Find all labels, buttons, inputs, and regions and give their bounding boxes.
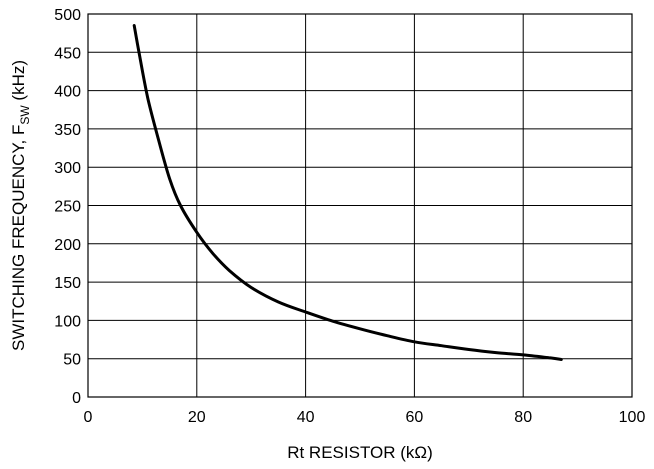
x-tick-label: 100	[619, 409, 646, 426]
y-tick-label: 200	[54, 237, 81, 254]
y-tick-label: 350	[54, 122, 81, 139]
y-tick-label: 250	[54, 199, 81, 216]
x-axis-title: Rt RESISTOR (kΩ)	[287, 443, 433, 462]
y-tick-label: 450	[54, 45, 81, 62]
y-tick-label: 400	[54, 84, 81, 101]
y-tick-label: 100	[54, 313, 81, 330]
x-tick-label: 40	[297, 409, 315, 426]
y-axis-title-unit: (kHz)	[9, 60, 28, 105]
x-tick-label: 20	[188, 409, 206, 426]
y-tick-label: 50	[63, 352, 81, 369]
y-tick-label: 0	[72, 390, 81, 407]
y-axis-title-main: SWITCHING FREQUENCY, F	[9, 125, 28, 351]
x-tick-labels: 0 20 40 60 80 100	[84, 409, 646, 426]
plot-frame	[87, 13, 633, 398]
y-axis-title: SWITCHING FREQUENCY, FSW (kHz)	[9, 60, 32, 351]
grid	[87, 13, 633, 398]
y-tick-label: 300	[54, 160, 81, 177]
series-curve	[132, 24, 563, 361]
y-axis-title-subscript: SW	[18, 105, 32, 125]
x-tick-label: 80	[514, 409, 532, 426]
x-tick-label: 0	[84, 409, 93, 426]
x-tick-label: 60	[406, 409, 424, 426]
y-tick-label: 500	[54, 7, 81, 24]
y-tick-label: 150	[54, 275, 81, 292]
y-tick-labels: 0 50 100 150 200 250 300 350 400 450 500	[54, 7, 81, 407]
